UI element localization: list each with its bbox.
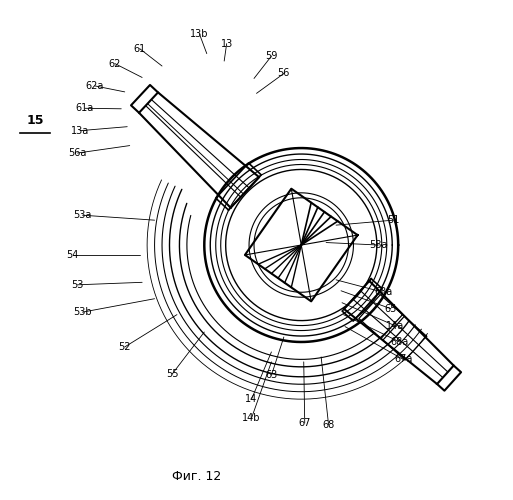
Text: 53: 53 — [71, 280, 84, 290]
Text: 13a: 13a — [71, 126, 89, 136]
Text: 56a: 56a — [68, 148, 87, 158]
Text: 63: 63 — [265, 370, 278, 380]
Text: 51: 51 — [387, 215, 400, 225]
Text: 14b: 14b — [242, 413, 261, 423]
Text: 68a: 68a — [390, 337, 409, 347]
Text: 67a: 67a — [394, 354, 412, 364]
Text: 56: 56 — [278, 68, 290, 78]
Text: 52: 52 — [119, 342, 131, 352]
Text: 61: 61 — [133, 44, 146, 54]
Text: 13: 13 — [221, 38, 233, 48]
Text: 54: 54 — [66, 250, 78, 260]
Text: 63a: 63a — [374, 288, 392, 298]
Text: 13b: 13b — [190, 28, 209, 38]
Text: 61a: 61a — [76, 104, 94, 114]
Text: Фиг. 12: Фиг. 12 — [172, 470, 222, 482]
Text: 62: 62 — [109, 58, 121, 68]
Text: 67: 67 — [299, 418, 311, 428]
Text: 14a: 14a — [386, 320, 404, 330]
Text: 62a: 62a — [86, 81, 104, 91]
Text: 14: 14 — [245, 394, 258, 404]
Text: 53a: 53a — [73, 210, 92, 220]
Text: 59: 59 — [265, 51, 278, 61]
Text: 65: 65 — [385, 304, 397, 314]
Text: 53b: 53b — [73, 307, 92, 317]
Text: 55: 55 — [166, 370, 178, 380]
Text: 58a: 58a — [369, 240, 387, 250]
Text: 68: 68 — [323, 420, 334, 430]
Text: 15: 15 — [27, 114, 44, 127]
